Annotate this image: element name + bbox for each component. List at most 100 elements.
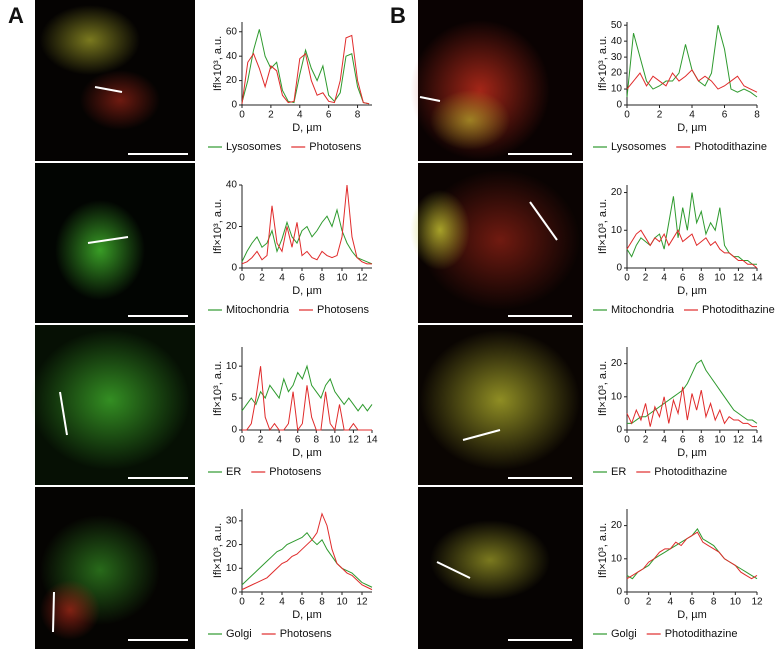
x-tick-label: 2 bbox=[657, 110, 663, 121]
x-tick-label: 10 bbox=[336, 273, 348, 284]
legend-label: Photodithazine bbox=[654, 466, 727, 478]
x-tick-label: 8 bbox=[699, 273, 705, 284]
x-tick-label: 10 bbox=[714, 435, 726, 446]
legend-label: Golgi bbox=[226, 628, 252, 640]
legend-label: Photosens bbox=[280, 628, 332, 640]
x-tick-label: 12 bbox=[751, 597, 763, 608]
x-tick-label: 2 bbox=[646, 597, 652, 608]
y-tick-label: 0 bbox=[616, 425, 622, 436]
x-axis-label: D, µm bbox=[677, 609, 707, 621]
legend-label: Photosens bbox=[269, 466, 321, 478]
y-tick-label: 10 bbox=[611, 391, 623, 402]
y-axis-label: Ifl×10³, a.u. bbox=[597, 199, 609, 254]
x-tick-label: 4 bbox=[661, 435, 667, 446]
x-axis-label: D, µm bbox=[677, 447, 707, 459]
x-tick-label: 12 bbox=[733, 435, 745, 446]
y-axis-label: Ifl×10³, a.u. bbox=[212, 523, 224, 578]
y-tick-label: 0 bbox=[231, 425, 237, 436]
x-tick-label: 8 bbox=[314, 435, 320, 446]
y-tick-label: 30 bbox=[226, 515, 238, 526]
x-tick-label: 8 bbox=[319, 597, 325, 608]
x-tick-label: 0 bbox=[239, 597, 245, 608]
x-tick-label: 8 bbox=[355, 110, 361, 121]
legend-label: Photosens bbox=[317, 304, 369, 316]
series-line bbox=[626, 229, 758, 269]
x-tick-label: 4 bbox=[689, 110, 695, 121]
x-tick-label: 8 bbox=[319, 273, 325, 284]
legend-label: Lysosomes bbox=[611, 141, 667, 153]
series-line bbox=[241, 34, 370, 105]
y-axis-label: Ifl×10³, a.u. bbox=[597, 523, 609, 578]
y-tick-label: 10 bbox=[611, 84, 623, 95]
series-line bbox=[241, 512, 373, 591]
x-tick-label: 6 bbox=[295, 435, 301, 446]
x-tick-label: 4 bbox=[668, 597, 674, 608]
micrographs bbox=[30, 0, 583, 649]
x-tick-label: 2 bbox=[259, 597, 265, 608]
x-tick-label: 10 bbox=[336, 597, 348, 608]
x-tick-label: 0 bbox=[624, 273, 630, 284]
legend-label: Photodithazine bbox=[665, 628, 738, 640]
series-line bbox=[241, 531, 373, 588]
y-tick-label: 60 bbox=[226, 26, 238, 37]
x-tick-label: 10 bbox=[714, 273, 726, 284]
panel-label: A bbox=[8, 3, 24, 28]
y-tick-label: 0 bbox=[616, 263, 622, 274]
y-tick-label: 40 bbox=[226, 180, 238, 191]
x-tick-label: 12 bbox=[356, 273, 368, 284]
x-tick-label: 6 bbox=[299, 597, 305, 608]
legend-label: Photodithazine bbox=[702, 304, 775, 316]
x-axis-label: D, µm bbox=[292, 285, 322, 297]
y-tick-label: 20 bbox=[611, 187, 623, 198]
x-tick-label: 12 bbox=[348, 435, 360, 446]
y-tick-label: 40 bbox=[611, 36, 623, 47]
y-tick-label: 20 bbox=[226, 75, 238, 86]
y-tick-label: 50 bbox=[611, 20, 623, 31]
x-tick-label: 6 bbox=[680, 273, 686, 284]
x-tick-label: 4 bbox=[279, 597, 285, 608]
y-tick-label: 20 bbox=[611, 358, 623, 369]
x-tick-label: 0 bbox=[624, 110, 630, 121]
x-axis-label: D, µm bbox=[292, 447, 322, 459]
legend-label: Photosens bbox=[309, 141, 361, 153]
x-tick-label: 2 bbox=[643, 435, 649, 446]
y-tick-label: 20 bbox=[226, 221, 238, 232]
x-tick-label: 8 bbox=[699, 435, 705, 446]
y-tick-label: 20 bbox=[611, 520, 623, 531]
x-tick-label: 0 bbox=[624, 435, 630, 446]
series-line bbox=[626, 69, 758, 93]
x-tick-label: 14 bbox=[751, 435, 763, 446]
x-axis-label: D, µm bbox=[677, 122, 707, 134]
legend-label: ER bbox=[226, 466, 241, 478]
series-line bbox=[242, 366, 372, 432]
x-tick-label: 12 bbox=[733, 273, 745, 284]
y-tick-label: 30 bbox=[611, 52, 623, 63]
legend-label: Mitochondria bbox=[226, 304, 290, 316]
y-tick-label: 0 bbox=[231, 263, 237, 274]
series-line bbox=[627, 359, 758, 424]
x-tick-label: 0 bbox=[239, 110, 245, 121]
y-tick-label: 5 bbox=[231, 393, 237, 404]
y-tick-label: 10 bbox=[611, 225, 623, 236]
series-line bbox=[626, 531, 758, 580]
x-axis-label: D, µm bbox=[677, 285, 707, 297]
x-tick-label: 6 bbox=[326, 110, 332, 121]
series-line bbox=[241, 184, 372, 265]
y-tick-label: 0 bbox=[231, 100, 237, 111]
y-tick-label: 40 bbox=[226, 51, 238, 62]
x-tick-label: 0 bbox=[624, 597, 630, 608]
x-tick-label: 6 bbox=[722, 110, 728, 121]
x-tick-label: 10 bbox=[730, 597, 742, 608]
x-tick-label: 4 bbox=[276, 435, 282, 446]
legend-label: Lysosomes bbox=[226, 141, 282, 153]
x-tick-label: 2 bbox=[259, 273, 265, 284]
series-line bbox=[626, 386, 757, 428]
panel-label: B bbox=[390, 3, 406, 28]
x-tick-label: 8 bbox=[754, 110, 760, 121]
x-tick-label: 4 bbox=[297, 110, 303, 121]
legend-label: Mitochondria bbox=[611, 304, 675, 316]
y-tick-label: 10 bbox=[226, 361, 238, 372]
y-tick-label: 0 bbox=[616, 100, 622, 111]
